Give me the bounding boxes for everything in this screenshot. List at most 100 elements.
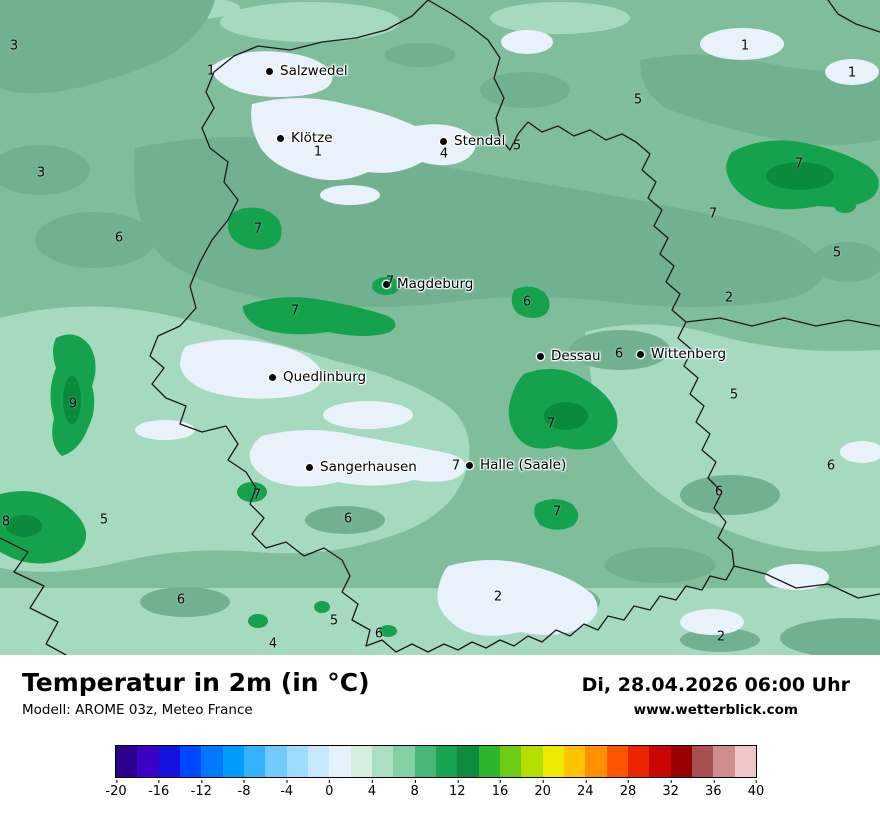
color-scale-segment xyxy=(243,746,266,777)
temp-value-label: 1 xyxy=(313,144,323,160)
temp-value-label: 6 xyxy=(522,294,532,310)
temp-value-label: 3 xyxy=(9,38,19,54)
city-dot-icon xyxy=(440,137,447,145)
color-scale-segment xyxy=(691,746,714,777)
temp-value-label: 7 xyxy=(708,206,718,222)
city-label: Salzwedel xyxy=(280,63,348,79)
temp-value-label: 7 xyxy=(546,416,556,432)
color-scale-segment xyxy=(158,746,180,777)
temp-value-label: 2 xyxy=(724,290,734,306)
temp-value-label: 6 xyxy=(374,626,384,642)
city-marker: Klötze xyxy=(277,130,333,146)
temp-value-label: 5 xyxy=(512,138,522,154)
city-marker: Halle (Saale) xyxy=(466,457,566,473)
color-scale-segment xyxy=(116,746,138,777)
temp-value-label: 6 xyxy=(343,511,353,527)
color-scale-segment xyxy=(649,746,671,777)
color-scale-tick-label: -16 xyxy=(148,780,170,799)
city-label: Wittenberg xyxy=(651,346,727,362)
state-borders xyxy=(0,0,880,655)
city-marker: Salzwedel xyxy=(266,63,348,79)
city-marker: Wittenberg xyxy=(637,346,726,362)
city-marker: Quedlinburg xyxy=(269,369,366,385)
map-dark-sage-areas xyxy=(0,0,880,655)
color-scale-tick-label: 0 xyxy=(325,780,334,799)
color-scale-segment xyxy=(670,746,692,777)
color-scale-tick-label: 36 xyxy=(705,780,722,799)
color-scale-tick-label: 20 xyxy=(534,780,551,799)
color-scale-segment xyxy=(478,746,500,777)
color-scale-tick-label: 4 xyxy=(367,780,377,799)
temp-value-label: 1 xyxy=(847,65,857,81)
temp-value-label: 7 xyxy=(451,458,461,474)
color-scale-segment xyxy=(329,746,351,777)
city-label: Sangerhausen xyxy=(320,459,417,475)
city-dot-icon xyxy=(306,463,313,471)
temp-value-label: 7 xyxy=(552,504,562,520)
color-scale-tick-label: 8 xyxy=(410,780,419,799)
city-label: Magdeburg xyxy=(397,276,474,292)
color-scale-segment xyxy=(222,746,244,777)
color-scale-tick-label: -4 xyxy=(280,780,294,799)
model-info: Modell: AROME 03z, Meteo France xyxy=(22,702,253,718)
city-label: Halle (Saale) xyxy=(480,457,567,473)
color-scale-segment xyxy=(627,746,650,777)
color-scale-segment xyxy=(137,746,159,777)
color-scale-segment xyxy=(286,746,308,777)
city-dot-icon xyxy=(383,280,390,288)
map-cold-patches xyxy=(135,28,880,636)
temp-value-label: 6 xyxy=(176,592,186,608)
temp-value-label: 4 xyxy=(439,146,449,162)
temp-value-label: 7 xyxy=(385,274,395,290)
color-scale-tick-label: 32 xyxy=(662,780,679,799)
city-marker: Magdeburg xyxy=(383,276,473,292)
temp-value-label: 5 xyxy=(729,387,739,403)
city-dot-icon xyxy=(537,352,544,360)
map-datetime: Di, 28.04.2026 06:00 Uhr xyxy=(581,674,850,696)
temp-value-label: 3 xyxy=(36,165,46,181)
city-dot-icon xyxy=(637,350,644,358)
color-scale-tick-label: 12 xyxy=(449,780,466,799)
color-scale-tick-label: 24 xyxy=(577,780,594,799)
temp-value-label: 6 xyxy=(714,484,724,500)
temp-value-label: 5 xyxy=(633,92,643,108)
color-scale-segment xyxy=(435,746,458,777)
temp-value-label: 2 xyxy=(493,589,503,605)
temp-value-label: 1 xyxy=(206,63,216,79)
temp-value-label: 8 xyxy=(1,514,11,530)
map-footer: Temperatur in 2m (in °C) Di, 28.04.2026 … xyxy=(0,655,880,801)
temperature-map: Salzwedel Klötze Stendal Magdeburg Quedl… xyxy=(0,0,880,655)
color-scale-segment xyxy=(414,746,436,777)
city-marker: Stendal xyxy=(440,133,505,149)
temp-value-label: 7 xyxy=(794,156,804,172)
city-dot-icon xyxy=(277,134,284,142)
city-label: Klötze xyxy=(291,130,333,146)
temp-value-label: 9 xyxy=(68,396,78,412)
city-label: Quedlinburg xyxy=(283,369,367,385)
color-scale-segment xyxy=(713,746,735,777)
color-scale-segment xyxy=(457,746,479,777)
city-dot-icon xyxy=(269,373,276,381)
color-scale-segment xyxy=(265,746,287,777)
temp-value-label: 6 xyxy=(826,458,836,474)
temp-value-label: 5 xyxy=(832,245,842,261)
color-scale-segment xyxy=(371,746,394,777)
color-scale-bar xyxy=(115,745,757,778)
color-scale-segment xyxy=(393,746,415,777)
city-label: Stendal xyxy=(454,133,506,149)
city-label: Dessau xyxy=(551,348,601,364)
color-scale-tick-label: -8 xyxy=(237,780,251,799)
color-scale-segment xyxy=(542,746,564,777)
color-scale-segment xyxy=(499,746,522,777)
color-scale-segment xyxy=(734,746,756,777)
city-dot-icon xyxy=(466,461,473,469)
color-scale-segment xyxy=(201,746,223,777)
color-scale-segment xyxy=(606,746,628,777)
color-scale-tick-label: 40 xyxy=(747,780,765,799)
color-scale-segment xyxy=(585,746,607,777)
temp-value-label: 7 xyxy=(252,487,262,503)
city-marker: Dessau xyxy=(537,348,601,364)
color-scale-tick-label: -20 xyxy=(105,780,127,799)
map-title: Temperatur in 2m (in °C) xyxy=(22,668,370,697)
